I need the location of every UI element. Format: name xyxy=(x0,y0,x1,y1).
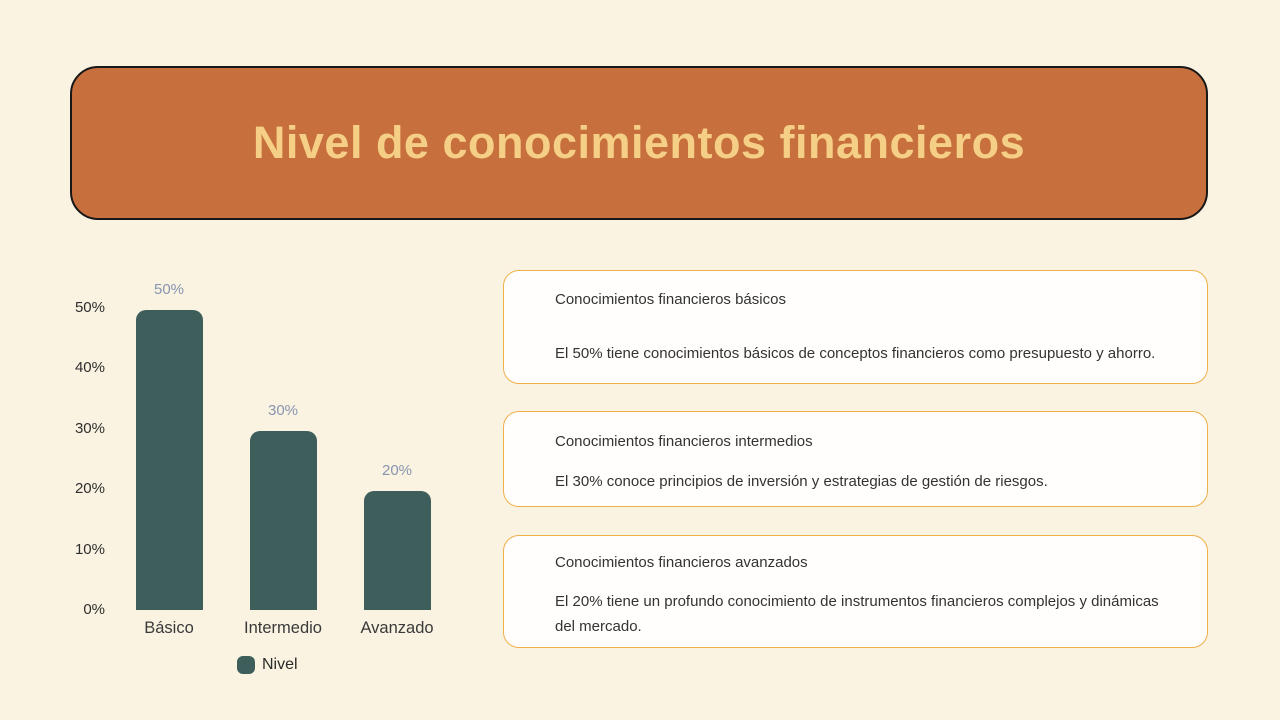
x-axis-label: Avanzado xyxy=(360,619,434,637)
x-axis-label: Intermedio xyxy=(244,619,322,637)
chart-bar-intermedio xyxy=(249,430,317,610)
card-body: El 20% tiene un profundo conocimiento de… xyxy=(555,593,1159,635)
bar-value-label: 20% xyxy=(381,462,413,479)
legend-label: Nivel xyxy=(262,656,298,673)
info-card-intermedios: Conocimientos financieros intermedios El… xyxy=(503,411,1208,507)
y-axis-tick: 0% xyxy=(83,601,105,618)
bar-value-label: 30% xyxy=(267,401,299,419)
y-axis-tick: 40% xyxy=(74,359,105,376)
x-axis-label: Básico xyxy=(144,619,194,637)
page-title: Nivel de conocimientos financieros xyxy=(252,117,1026,168)
card-title: Conocimientos financieros básicos xyxy=(555,291,786,308)
card-title: Conocimientos financieros avanzados xyxy=(555,554,808,571)
chart-legend: Nivel xyxy=(237,656,298,674)
card-body: El 30% conoce principios de inversión y … xyxy=(555,473,1048,490)
y-axis-tick: 30% xyxy=(74,419,105,437)
info-card-basicos: Conocimientos financieros básicos El 50%… xyxy=(503,270,1208,384)
card-title: Conocimientos financieros intermedios xyxy=(555,433,813,450)
y-axis-tick: 10% xyxy=(74,540,105,558)
bar-chart: Nivel 0% 10% 20% 30% 40% 50% 50% Básico 30% Inter… xyxy=(0,0,540,720)
y-axis-tick: 50% xyxy=(74,298,105,316)
info-card-avanzados: Conocimientos financieros avanzados El 2… xyxy=(503,535,1208,648)
chart-bar-avanzado xyxy=(363,491,431,610)
title-banner: Nivel de conocimientos financieros xyxy=(70,66,1208,220)
chart-bar-básico xyxy=(135,309,203,610)
card-body: El 50% tiene conocimientos básicos de co… xyxy=(555,345,1156,362)
y-axis-tick: 20% xyxy=(74,480,105,497)
bar-value-label: 50% xyxy=(153,280,185,298)
legend-color-swatch xyxy=(237,656,255,674)
